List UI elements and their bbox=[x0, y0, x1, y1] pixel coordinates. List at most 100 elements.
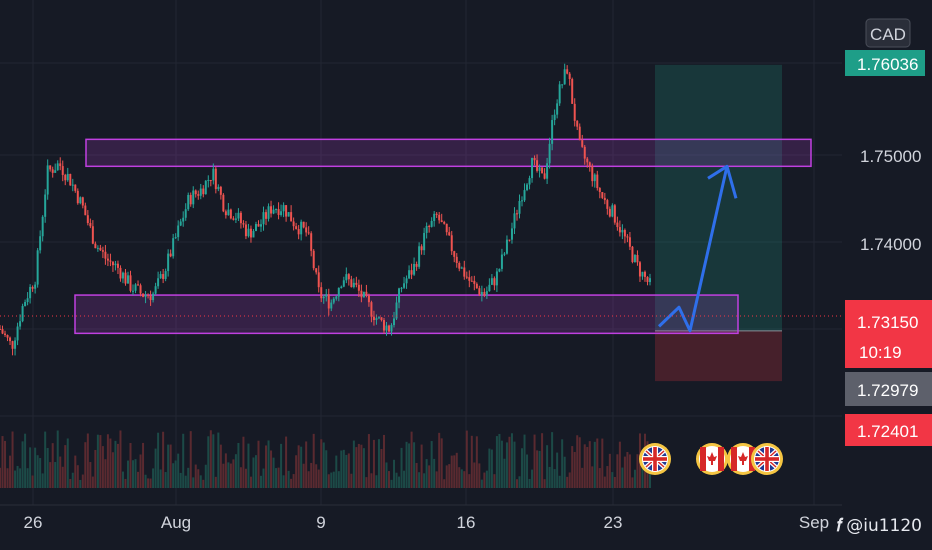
volume-bar bbox=[114, 440, 117, 488]
candle bbox=[551, 120, 554, 144]
volume-bar bbox=[147, 478, 150, 488]
candle bbox=[445, 223, 448, 233]
volume-bar bbox=[596, 438, 599, 488]
volume-bar bbox=[372, 439, 375, 488]
volume-bar bbox=[164, 472, 167, 488]
candle bbox=[561, 84, 564, 86]
volume-bar bbox=[616, 454, 619, 488]
volume-bar bbox=[214, 476, 217, 488]
candle bbox=[393, 318, 396, 326]
volume-bar bbox=[561, 439, 564, 488]
volume-bar bbox=[300, 446, 303, 488]
candle bbox=[177, 225, 180, 238]
candle bbox=[109, 260, 112, 262]
volume-bar bbox=[59, 456, 62, 488]
volume-bar bbox=[598, 468, 601, 488]
volume-bar bbox=[357, 443, 360, 488]
gb-flag-icon[interactable] bbox=[751, 443, 783, 475]
svg-text:1.72401: 1.72401 bbox=[857, 422, 918, 441]
volume-bar bbox=[626, 452, 629, 488]
volume-bar bbox=[79, 479, 82, 488]
volume-bar bbox=[307, 471, 310, 488]
volume-bar bbox=[237, 443, 240, 488]
volume-bars bbox=[0, 430, 651, 488]
volume-bar bbox=[162, 431, 165, 488]
volume-bar bbox=[453, 455, 456, 488]
candle bbox=[433, 213, 436, 221]
candle bbox=[172, 238, 175, 257]
volume-bar bbox=[0, 467, 1, 488]
time-axis[interactable]: 26 Aug 9 16 23 Sep bbox=[0, 504, 842, 532]
candle bbox=[325, 294, 328, 297]
volume-bar bbox=[39, 458, 42, 488]
volume-bar bbox=[89, 462, 92, 488]
candle bbox=[61, 166, 64, 175]
candle bbox=[453, 251, 456, 257]
candle bbox=[628, 237, 631, 247]
volume-bar bbox=[227, 462, 230, 488]
volume-bar bbox=[521, 448, 524, 488]
volume-bar bbox=[360, 444, 363, 488]
candle bbox=[222, 194, 225, 212]
volume-bar bbox=[234, 454, 237, 488]
volume-bar bbox=[121, 471, 124, 488]
zones[interactable] bbox=[74, 138, 812, 335]
volume-bar bbox=[498, 433, 501, 488]
candle bbox=[249, 228, 252, 238]
volume-bar bbox=[14, 470, 17, 488]
candle bbox=[184, 209, 187, 218]
take-profit-label: 1.76036 bbox=[845, 50, 925, 76]
event-flags[interactable] bbox=[639, 443, 783, 475]
volume-bar bbox=[19, 468, 22, 488]
x-tick-5: 23 bbox=[604, 513, 623, 532]
candle bbox=[162, 274, 165, 279]
volume-bar bbox=[257, 440, 260, 488]
volume-bar bbox=[623, 456, 626, 488]
candle bbox=[124, 272, 127, 284]
volume-bar bbox=[232, 459, 235, 488]
volume-bar bbox=[533, 434, 536, 488]
stop-loss-label: 1.72401 bbox=[845, 414, 932, 446]
candle bbox=[583, 146, 586, 159]
volume-bar bbox=[428, 465, 431, 488]
candle bbox=[563, 69, 566, 85]
candle bbox=[593, 174, 596, 182]
candle bbox=[413, 263, 416, 275]
volume-bar bbox=[177, 453, 180, 488]
candle bbox=[99, 247, 102, 251]
candle bbox=[536, 160, 539, 171]
candle bbox=[538, 167, 541, 171]
candle bbox=[541, 167, 544, 174]
price-axis[interactable]: CAD 1.75000 1.74000 1.76036 1.73150 10:1… bbox=[842, 0, 932, 505]
ca-flag-icon[interactable] bbox=[696, 443, 728, 475]
gb-flag-icon[interactable] bbox=[639, 443, 671, 475]
candle bbox=[420, 246, 423, 251]
candle bbox=[81, 197, 84, 206]
volume-bar bbox=[174, 460, 177, 488]
candle bbox=[9, 337, 12, 342]
candle bbox=[212, 168, 215, 181]
volume-bar bbox=[480, 479, 483, 488]
volume-bar bbox=[94, 449, 97, 488]
candle bbox=[189, 194, 192, 205]
volume-bar bbox=[495, 436, 498, 488]
zone-support bbox=[74, 294, 739, 335]
candle bbox=[342, 280, 345, 287]
volume-bar bbox=[613, 476, 616, 488]
candle bbox=[418, 246, 421, 267]
volume-bar bbox=[297, 445, 300, 488]
candle bbox=[169, 253, 172, 257]
volume-bar bbox=[11, 431, 14, 488]
candle bbox=[31, 286, 34, 289]
forecast-arrow[interactable] bbox=[657, 164, 738, 333]
volume-bar bbox=[36, 455, 39, 488]
candle bbox=[6, 334, 9, 338]
position-box[interactable] bbox=[655, 64, 782, 382]
volume-bar bbox=[74, 455, 77, 488]
volume-bar bbox=[505, 442, 508, 488]
candle bbox=[377, 317, 380, 319]
volume-bar bbox=[405, 441, 408, 488]
candle bbox=[154, 286, 157, 294]
candle bbox=[362, 291, 365, 298]
